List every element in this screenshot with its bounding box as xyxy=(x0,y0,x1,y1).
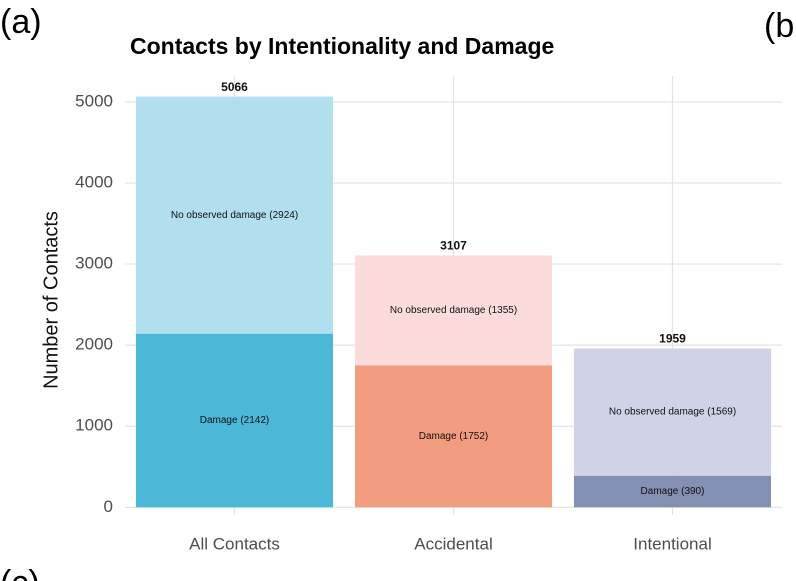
y-tick-label: 2000 xyxy=(75,335,113,354)
segment-label: Damage (2142) xyxy=(200,415,269,426)
panel-label: (b xyxy=(764,7,794,45)
total-label: 1959 xyxy=(659,332,686,346)
chart-title: Contacts by Intentionality and Damage xyxy=(130,33,554,59)
bar-segment xyxy=(354,365,553,508)
total-label: 3107 xyxy=(440,239,467,253)
x-tick-label: Accidental xyxy=(414,534,492,553)
bar-segment xyxy=(354,255,553,366)
total-label: 5066 xyxy=(221,80,248,94)
bar-segment xyxy=(135,96,334,334)
bar-segment xyxy=(135,333,334,508)
y-tick-label: 3000 xyxy=(75,254,113,273)
segment-label: Damage (1752) xyxy=(419,431,488,442)
segment-label: No observed damage (2924) xyxy=(171,210,298,221)
x-tick-label: All Contacts xyxy=(189,534,280,553)
segment-label: Damage (390) xyxy=(641,486,705,497)
bar-segment xyxy=(573,475,772,508)
segment-label: No observed damage (1355) xyxy=(390,305,517,316)
x-tick-label: Intentional xyxy=(633,534,711,553)
panel-label: (a) xyxy=(0,3,42,41)
panel-label: (c) xyxy=(0,564,40,581)
y-tick-label: 0 xyxy=(104,497,113,516)
y-tick-label: 5000 xyxy=(75,91,113,110)
y-tick-label: 1000 xyxy=(75,416,113,435)
segment-label: No observed damage (1569) xyxy=(609,407,736,418)
bar-segment xyxy=(573,348,772,476)
y-axis-title: Number of Contacts xyxy=(40,211,62,389)
y-tick-label: 4000 xyxy=(75,172,113,191)
